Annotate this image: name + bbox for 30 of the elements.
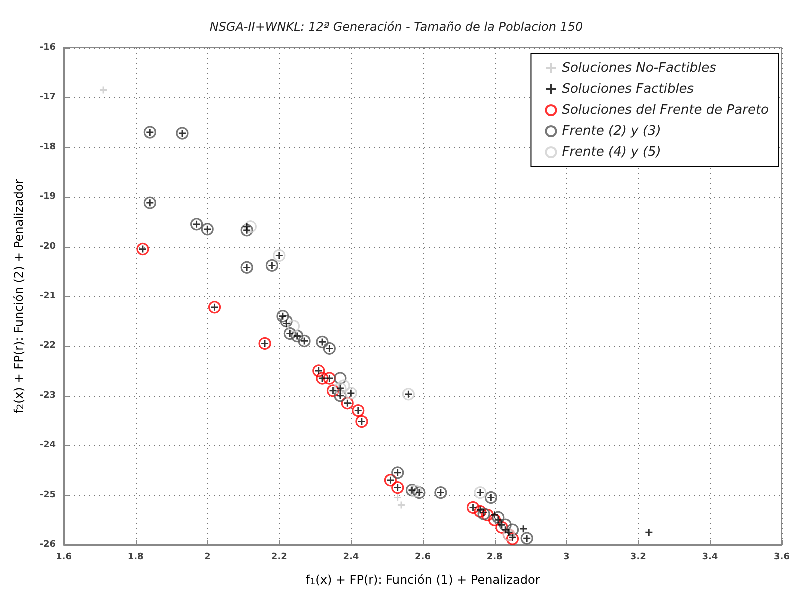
x-tick-label: 2.4 — [343, 552, 360, 562]
legend-label: Soluciones del Frente de Pareto — [562, 103, 770, 118]
y-tick-label: -25 — [40, 490, 56, 500]
x-tick-label: 2.8 — [486, 552, 503, 562]
y-axis-title: f2(x) + FP(r): Función (2) + Penalizador — [12, 179, 26, 414]
x-axis-title: f1(x) + FP(r): Función (1) + Penalizador — [306, 572, 540, 588]
y-tick-label: -17 — [40, 92, 56, 103]
x-tick-label: 2.6 — [415, 552, 431, 562]
legend-label: Frente (4) y (5) — [562, 145, 662, 160]
x-tick-label: 3 — [563, 552, 570, 562]
x-tick-label: 1.8 — [128, 552, 144, 562]
y-tick-label: -21 — [40, 292, 56, 302]
x-tick-label: 3.6 — [774, 552, 790, 562]
x-tick-label: 2.2 — [271, 552, 288, 562]
y-tick-label: -16 — [40, 43, 56, 53]
y-tick-label: -20 — [40, 242, 56, 252]
y-tick-label: -18 — [40, 142, 56, 152]
legend-label: Frente (2) y (3) — [562, 124, 662, 139]
x-tick-label: 1.6 — [56, 552, 72, 562]
chart-title: NSGA-II+WNKL: 12ª Generación - Tamaño de la Poblacion 150 — [210, 20, 584, 34]
legend-label: Soluciones No-Factibles — [562, 61, 717, 76]
y-tick-label: -19 — [40, 192, 56, 202]
x-tick-label: 3.2 — [630, 552, 646, 562]
x-tick-label: 2 — [204, 552, 211, 562]
x-tick-label: 3.4 — [702, 552, 718, 562]
y-tick-label: -26 — [40, 540, 56, 550]
y-tick-label: -24 — [40, 440, 56, 451]
y-tick-label: -23 — [40, 390, 56, 401]
y-tick-label: -22 — [40, 341, 56, 352]
legend-label: Soluciones Factibles — [562, 82, 694, 97]
